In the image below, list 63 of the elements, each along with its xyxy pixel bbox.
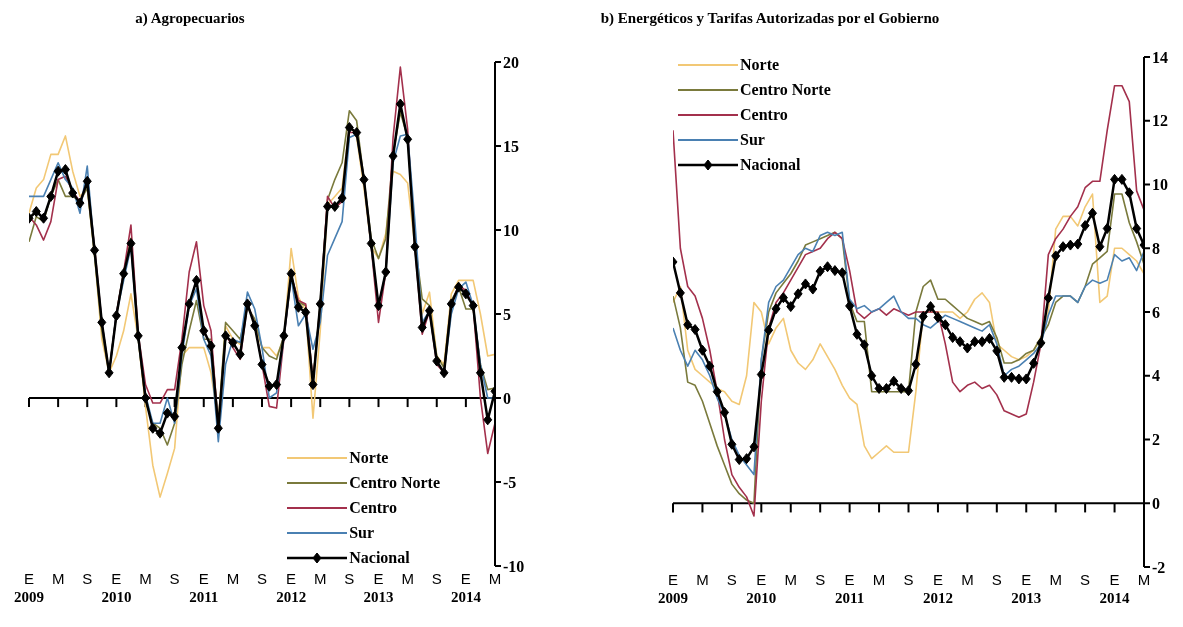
legend-label: Nacional [349,548,410,567]
y-tick-label: 6 [1152,303,1160,321]
y-tick-label: 0 [1152,494,1160,512]
legend-label: Centro [349,498,397,517]
x-tick-label: M [784,571,797,588]
x-tick-label: S [991,571,1002,588]
y-tick-label: 2 [1152,431,1160,449]
x-tick-label: M [961,571,974,588]
chart-title: b) Energéticos y Tarifas Autorizadas por el Gobierno [599,10,941,27]
x-tick-label: M [872,571,886,588]
line-series [673,231,1144,476]
y-tick-label: -10 [503,557,525,575]
x-tick-label: E 2009 [14,570,44,605]
x-tick-label: E 2011 [835,571,865,606]
y-tick-label: 14 [1152,48,1168,66]
y-tick-label: 4 [1152,367,1160,385]
x-tick-label: E 2014 [450,570,482,605]
x-tick-label: E 2009 [658,571,688,606]
x-tick-label: S [1080,571,1091,588]
x-tick-label: E 2014 [1099,571,1131,606]
y-tick-label: 10 [1152,176,1168,194]
legend-label: Centro Norte [349,473,440,492]
x-tick-label: E 2013 [363,570,394,605]
y-tick-label: 8 [1152,239,1160,257]
y-tick-label: 15 [503,137,519,155]
chart-title: a) Agropecuarios [134,10,246,27]
x-tick-label: M [488,570,502,587]
legend-label: Norte [349,448,389,467]
legend-label: Norte [740,55,780,74]
x-tick-label: E 2012 [922,571,953,606]
y-tick-label: 5 [503,305,511,323]
x-tick-label: S [903,571,914,588]
x-tick-label: E 2010 [101,570,132,605]
x-tick-label: S [256,570,268,587]
legend-label: Nacional [740,155,801,174]
x-tick-label: M [139,570,152,587]
y-tick-label: 10 [503,221,519,239]
x-tick-label: M [1137,571,1151,588]
legend-label: Sur [740,130,765,149]
x-tick-label: S [431,570,442,587]
x-tick-label: S [169,570,180,587]
y-tick-label: -2 [1152,558,1166,576]
x-tick-label: M [696,571,709,588]
x-tick-label: M [1049,571,1062,588]
x-tick-label: E 2012 [276,570,307,605]
x-tick-label: E 2010 [746,571,777,606]
x-tick-label: E 2013 [1011,571,1042,606]
x-tick-label: S [82,570,93,587]
x-tick-label: M [51,570,65,587]
x-tick-label: S [726,571,737,588]
legend-label: Sur [349,523,375,542]
x-tick-label: S [815,571,826,588]
x-tick-label: S [344,570,355,587]
x-tick-label: E 2011 [189,570,219,605]
x-tick-label: M [226,570,240,587]
y-tick-label: 12 [1152,112,1168,130]
y-tick-label: 20 [503,53,519,71]
legend-label: Centro [740,105,788,124]
x-tick-label: M [401,570,414,587]
x-tick-label: M [314,570,327,587]
y-tick-label: -5 [503,473,517,491]
y-tick-label: 0 [503,389,511,407]
legend-label: Centro Norte [740,80,831,99]
